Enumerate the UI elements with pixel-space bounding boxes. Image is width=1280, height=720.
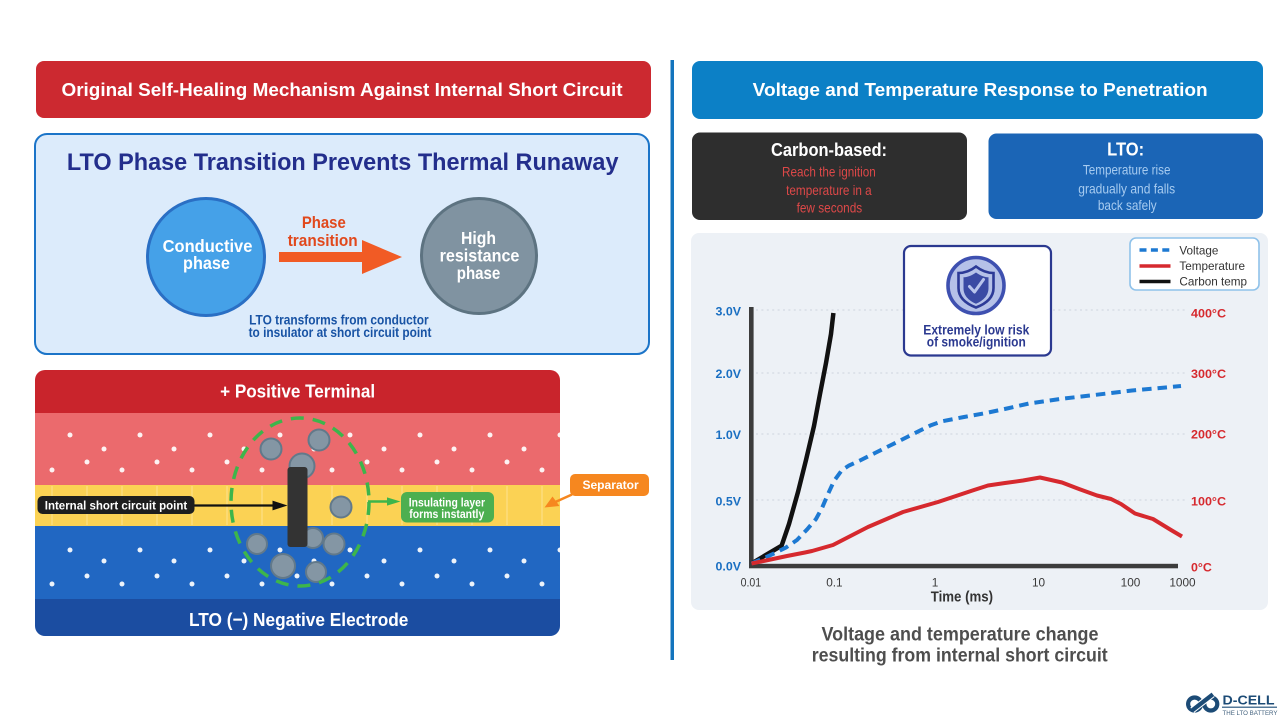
svg-text:Phase: Phase: [302, 214, 346, 232]
svg-text:Conductive: Conductive: [163, 236, 253, 256]
svg-text:to insulator at short circuit: to insulator at short circuit point: [249, 325, 432, 340]
svg-text:LTO transforms from conductor: LTO transforms from conductor: [249, 313, 429, 328]
svg-text:Reach the ignition: Reach the ignition: [782, 164, 876, 179]
svg-text:Time (ms): Time (ms): [931, 588, 993, 605]
svg-text:Extremely low risk: Extremely low risk: [923, 323, 1029, 338]
svg-text:3.0V: 3.0V: [716, 305, 742, 319]
svg-text:phase: phase: [457, 263, 501, 283]
svg-text:resistance: resistance: [440, 246, 520, 266]
svg-text:LTO Phase Transition Prevents: LTO Phase Transition Prevents Thermal Ru…: [67, 149, 619, 176]
svg-text:Carbon temp: Carbon temp: [1179, 276, 1247, 289]
svg-text:200°C: 200°C: [1191, 428, 1226, 442]
svg-text:2.0V: 2.0V: [716, 367, 742, 381]
svg-text:1.0V: 1.0V: [716, 428, 742, 442]
svg-text:resulting from internal short: resulting from internal short circuit: [812, 646, 1109, 667]
svg-text:Separator: Separator: [582, 478, 638, 492]
svg-text:Voltage and Temperature Respon: Voltage and Temperature Response to Pene…: [753, 79, 1208, 100]
svg-text:gradually and falls: gradually and falls: [1078, 182, 1175, 197]
svg-text:phase: phase: [183, 253, 230, 273]
svg-text:Voltage and temperature change: Voltage and temperature change: [822, 625, 1099, 646]
svg-text:400°C: 400°C: [1191, 307, 1226, 321]
svg-text:1000: 1000: [1169, 576, 1196, 590]
svg-text:0.01: 0.01: [741, 576, 762, 590]
svg-text:Voltage: Voltage: [1179, 244, 1218, 257]
svg-text:few seconds: few seconds: [797, 200, 863, 215]
svg-text:Insulating layer: Insulating layer: [409, 496, 485, 510]
svg-text:0.1: 0.1: [826, 576, 842, 590]
svg-text:Carbon-based:: Carbon-based:: [771, 140, 887, 160]
svg-text:0.0V: 0.0V: [716, 560, 742, 574]
svg-text:D-CELL: D-CELL: [1223, 692, 1275, 707]
svg-text:LTO (−) Negative Electrode: LTO (−) Negative Electrode: [189, 610, 408, 631]
svg-text:100°C: 100°C: [1191, 495, 1226, 509]
svg-text:+ Positive Terminal: + Positive Terminal: [220, 381, 375, 402]
svg-text:300°C: 300°C: [1191, 367, 1226, 381]
svg-text:0.5V: 0.5V: [716, 495, 742, 509]
svg-text:of smoke/ignition: of smoke/ignition: [927, 335, 1026, 350]
svg-text:THE LTO BATTERY: THE LTO BATTERY: [1223, 710, 1279, 717]
svg-text:Temperature: Temperature: [1179, 260, 1245, 273]
svg-text:Temperature rise: Temperature rise: [1083, 162, 1171, 177]
svg-text:back safely: back safely: [1098, 198, 1157, 213]
svg-text:10: 10: [1032, 576, 1046, 590]
svg-text:1: 1: [932, 576, 939, 590]
svg-text:LTO:: LTO:: [1107, 140, 1144, 160]
svg-text:Original Self-Healing Mechanis: Original Self-Healing Mechanism Against …: [62, 79, 623, 100]
svg-text:forms instantly: forms instantly: [409, 507, 484, 521]
svg-text:transition: transition: [288, 232, 358, 250]
svg-text:0°C: 0°C: [1191, 561, 1212, 575]
svg-text:Internal short circuit point: Internal short circuit point: [45, 501, 188, 513]
svg-text:temperature in a: temperature in a: [786, 183, 872, 198]
svg-text:100: 100: [1121, 576, 1141, 590]
svg-text:High: High: [461, 228, 496, 248]
